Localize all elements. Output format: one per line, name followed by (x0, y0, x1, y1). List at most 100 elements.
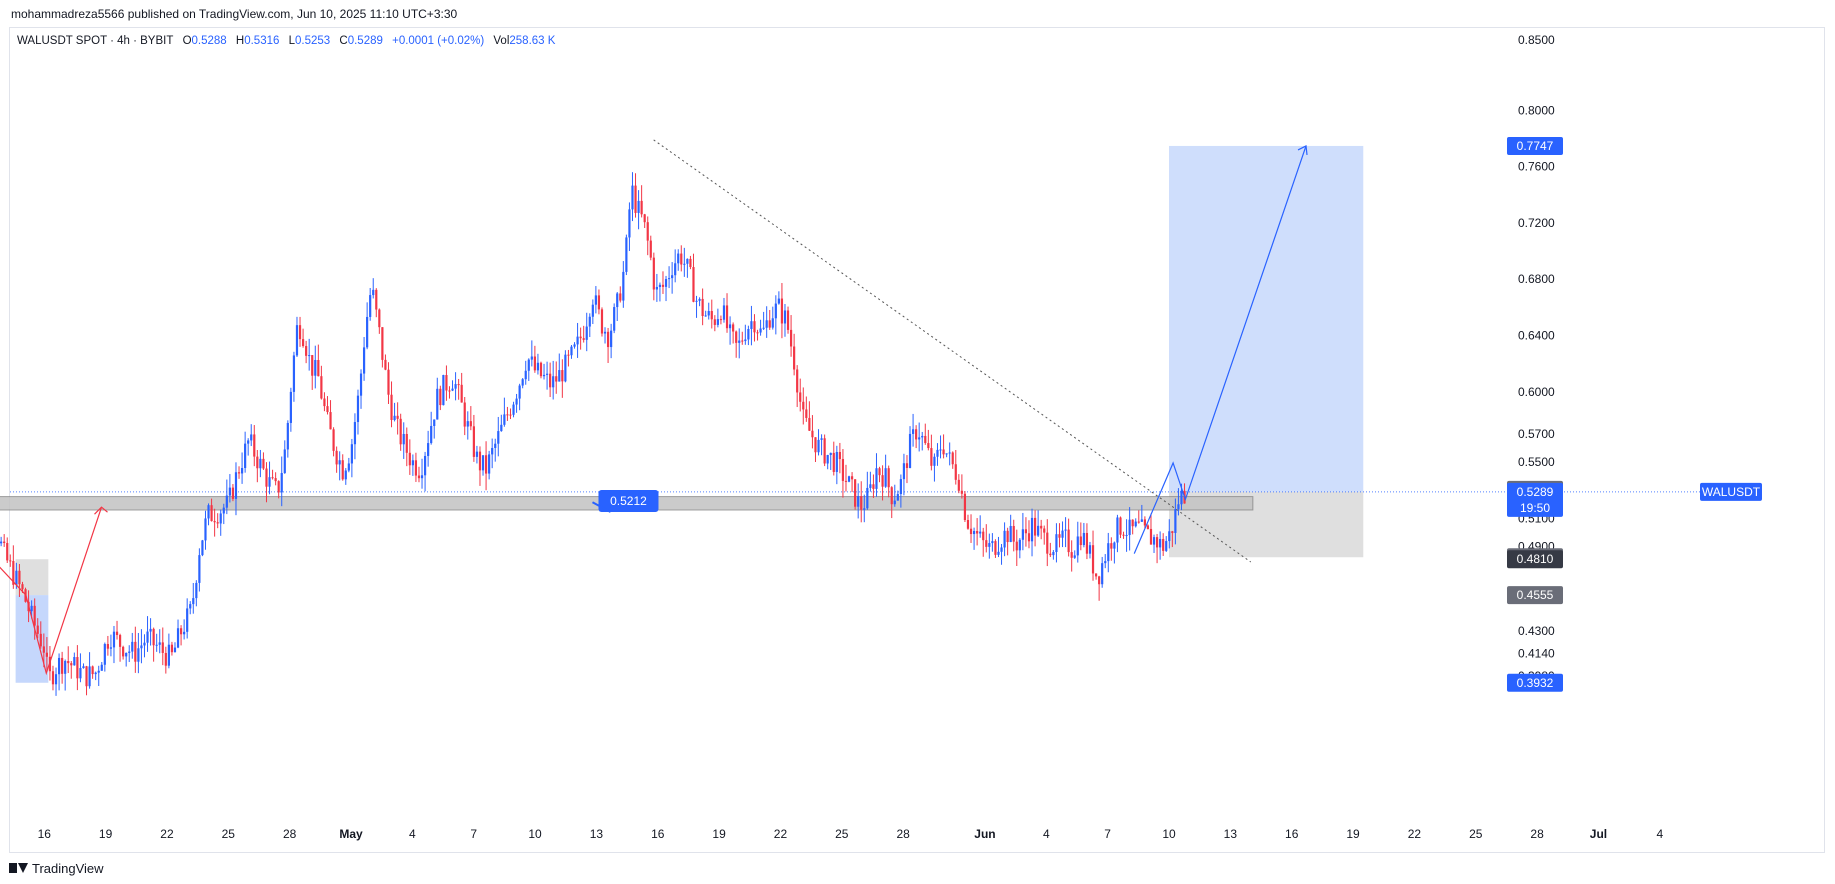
candle (704, 315, 707, 317)
candle (695, 300, 698, 302)
candle (21, 584, 24, 590)
candle (183, 631, 186, 635)
candle (305, 346, 308, 356)
candle (850, 476, 854, 480)
candle (115, 631, 119, 636)
candle (152, 628, 155, 646)
candle (387, 369, 390, 395)
candle (1101, 563, 1104, 585)
candle (1162, 538, 1165, 551)
support-callout: 0.5212 (592, 490, 659, 513)
candle (503, 414, 506, 425)
candle (94, 672, 97, 675)
time-axis-tick: Jul (1590, 827, 1607, 841)
price-axis-tick: 0.4140 (1518, 646, 1555, 660)
candle (57, 657, 61, 675)
candle (286, 422, 289, 450)
candle (1137, 521, 1140, 523)
candle (280, 473, 283, 493)
candle (972, 531, 976, 535)
candle (1018, 539, 1021, 551)
candle (323, 398, 326, 407)
candle (228, 487, 231, 496)
candle (1033, 517, 1037, 536)
footer-brand[interactable]: TradingView (9, 858, 104, 878)
candle (1149, 528, 1153, 545)
candle (1009, 525, 1012, 543)
candle (207, 505, 210, 519)
time-axis-tick: 16 (1285, 827, 1299, 841)
candle (1030, 517, 1034, 542)
left-projection-path (0, 506, 103, 676)
candle (951, 452, 954, 465)
candle (442, 375, 445, 406)
candle (881, 475, 884, 487)
candle (927, 443, 930, 449)
candle (545, 373, 549, 375)
price-label-text: 0.3932 (1517, 676, 1554, 690)
candle (283, 449, 286, 474)
candle (176, 628, 180, 648)
candle (268, 477, 271, 487)
candle (222, 507, 225, 514)
candle (1177, 504, 1180, 510)
candle (902, 463, 906, 480)
candle (231, 487, 235, 499)
candle (521, 379, 524, 386)
legend-high-label: H (235, 35, 245, 47)
candle (1174, 509, 1177, 533)
candle (576, 336, 579, 345)
time-axis-tick: 22 (774, 827, 788, 841)
legend-open-label: O (182, 35, 192, 47)
candle (179, 628, 183, 635)
candle (1015, 541, 1018, 551)
candle (1110, 543, 1113, 549)
candle (911, 429, 915, 434)
candle (15, 570, 18, 585)
candle (436, 388, 439, 420)
candle (966, 520, 970, 529)
candle (835, 451, 838, 472)
candle (67, 661, 70, 664)
candle (36, 625, 39, 634)
candle (930, 448, 933, 466)
footer-brand-text: TradingView (32, 860, 104, 876)
candle (1012, 525, 1015, 542)
candle (137, 648, 140, 662)
candle (741, 340, 744, 342)
candle (1125, 535, 1128, 537)
price-axis-tick: 0.6000 (1518, 385, 1555, 399)
candle (1027, 533, 1031, 542)
candle (722, 305, 726, 320)
time-axis-tick: 4 (409, 827, 416, 841)
candle (738, 340, 741, 343)
candle (155, 644, 158, 646)
candle (1000, 547, 1003, 552)
candle (799, 392, 802, 402)
candle (1091, 545, 1095, 574)
candle (314, 360, 317, 376)
time-axis-tick: Jun (974, 827, 995, 841)
candle (1098, 576, 1101, 585)
candle (1143, 519, 1146, 526)
candle (509, 414, 512, 416)
candle (969, 528, 973, 535)
candle (838, 451, 841, 460)
time-axis-tick: 28 (896, 827, 910, 841)
candle (491, 447, 494, 455)
candle (131, 641, 134, 652)
candle (128, 651, 131, 653)
candle (70, 663, 73, 666)
candle (924, 435, 927, 444)
time-axis-tick: 7 (470, 827, 477, 841)
time-axis-tick: 25 (222, 827, 236, 841)
candle (780, 298, 784, 324)
candle (433, 419, 436, 426)
price-label-tag (1507, 586, 1563, 605)
candle (793, 346, 796, 370)
legend-close-label: C (339, 35, 348, 47)
candle (216, 522, 219, 524)
candle (616, 293, 619, 308)
candle (585, 326, 588, 340)
